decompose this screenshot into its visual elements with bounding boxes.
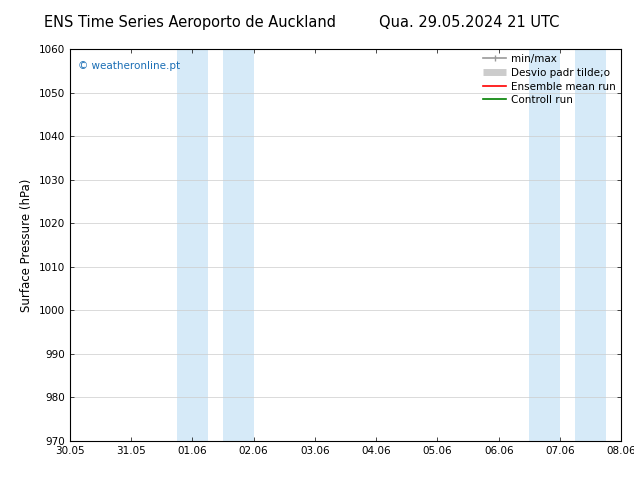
Text: ENS Time Series Aeroporto de Auckland: ENS Time Series Aeroporto de Auckland <box>44 15 336 30</box>
Text: © weatheronline.pt: © weatheronline.pt <box>78 61 180 71</box>
Bar <box>529 49 560 441</box>
Bar <box>177 49 207 441</box>
Legend: min/max, Desvio padr tilde;o, Ensemble mean run, Controll run: min/max, Desvio padr tilde;o, Ensemble m… <box>480 51 619 108</box>
Y-axis label: Surface Pressure (hPa): Surface Pressure (hPa) <box>20 178 33 312</box>
Text: Qua. 29.05.2024 21 UTC: Qua. 29.05.2024 21 UTC <box>379 15 559 30</box>
Bar <box>575 49 606 441</box>
Bar <box>223 49 254 441</box>
